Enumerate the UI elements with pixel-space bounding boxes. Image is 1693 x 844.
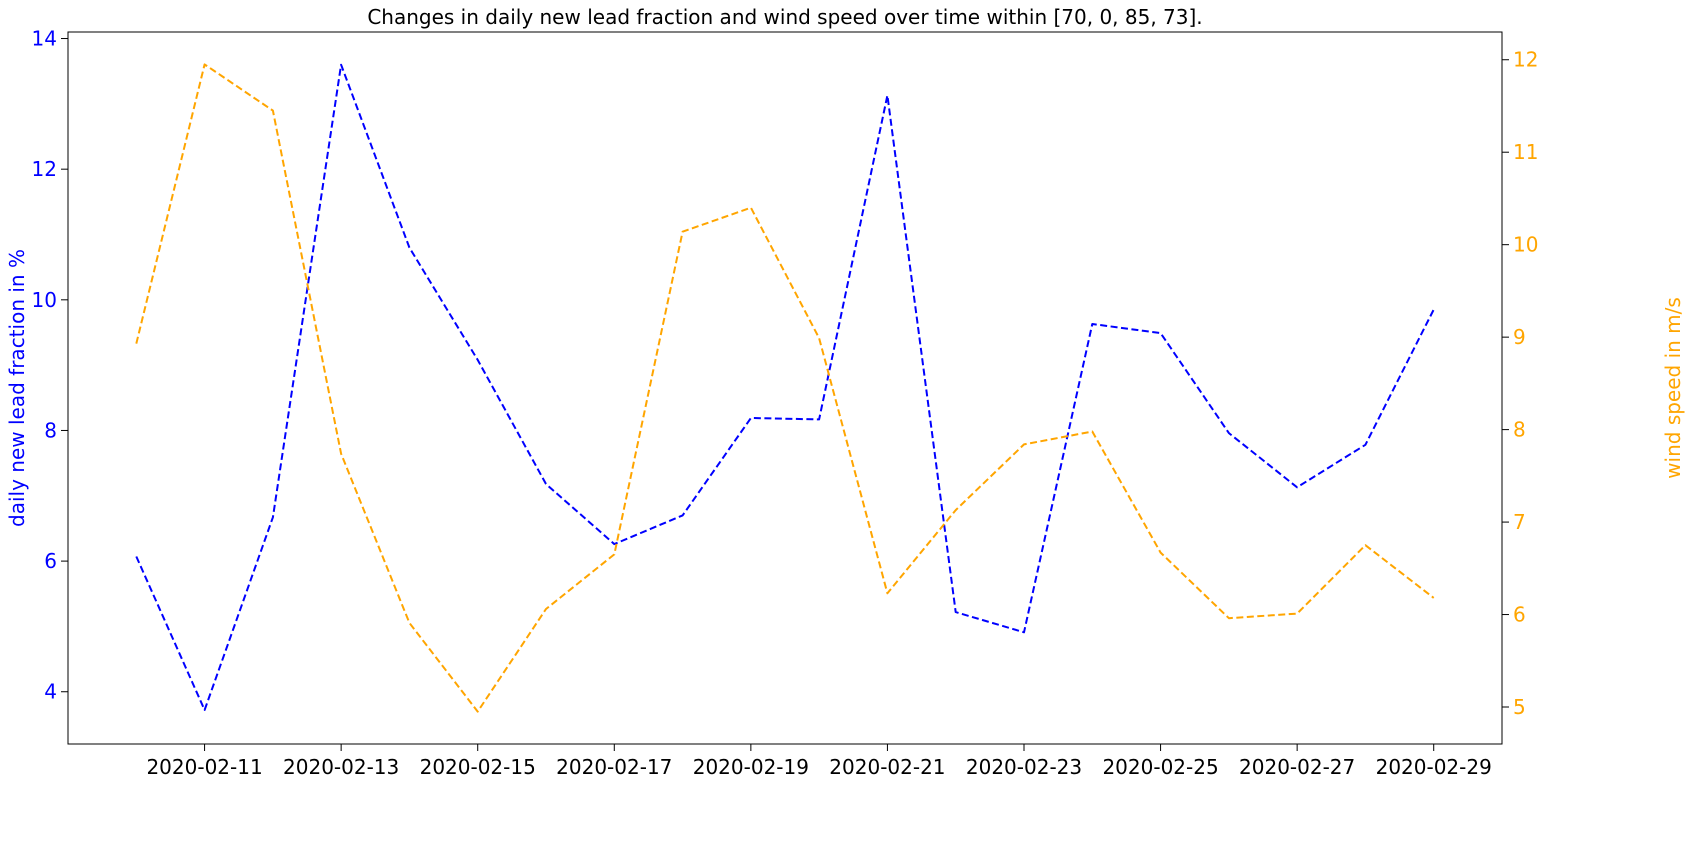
right-y-axis-label: wind speed in m/s xyxy=(1661,297,1685,479)
x-tick-label: 2020-02-11 xyxy=(146,755,262,779)
x-tick-label: 2020-02-19 xyxy=(693,755,809,779)
right-tick-label: 10 xyxy=(1513,233,1538,257)
series-layer xyxy=(135,63,1435,713)
x-tick-label: 2020-02-23 xyxy=(966,755,1082,779)
series-line-lead-fraction xyxy=(135,63,1435,711)
left-y-axis: 4 6 8 10 12 14 xyxy=(32,27,68,704)
left-y-axis-label: daily new lead fraction in % xyxy=(5,249,29,527)
plot-area xyxy=(67,31,1503,745)
x-tick-label: 2020-02-17 xyxy=(556,755,672,779)
left-tick-label: 8 xyxy=(44,418,57,442)
series-line-wind-speed xyxy=(135,63,1435,713)
x-tick-label: 2020-02-15 xyxy=(420,755,536,779)
chart-title: Changes in daily new lead fraction and w… xyxy=(367,5,1202,29)
left-tick-label: 14 xyxy=(32,27,57,51)
right-y-axis: 5 6 7 8 9 10 11 12 xyxy=(1502,48,1538,719)
right-tick-label: 11 xyxy=(1513,140,1538,164)
left-tick-label: 10 xyxy=(32,288,57,312)
x-axis: 2020-02-11 2020-02-13 2020-02-15 2020-02-17… xyxy=(146,744,1492,779)
right-tick-label: 12 xyxy=(1513,48,1538,72)
right-tick-label: 7 xyxy=(1513,510,1526,534)
x-tick-label: 2020-02-27 xyxy=(1239,755,1355,779)
left-tick-label: 4 xyxy=(44,680,57,704)
right-tick-label: 5 xyxy=(1513,695,1526,719)
left-tick-label: 12 xyxy=(32,157,57,181)
right-tick-label: 9 xyxy=(1513,325,1526,349)
right-tick-label: 6 xyxy=(1513,603,1526,627)
left-tick-label: 6 xyxy=(44,549,57,573)
x-tick-label: 2020-02-29 xyxy=(1376,755,1492,779)
x-tick-label: 2020-02-25 xyxy=(1102,755,1218,779)
x-tick-label: 2020-02-21 xyxy=(829,755,945,779)
right-tick-label: 8 xyxy=(1513,418,1526,442)
x-tick-label: 2020-02-13 xyxy=(283,755,399,779)
